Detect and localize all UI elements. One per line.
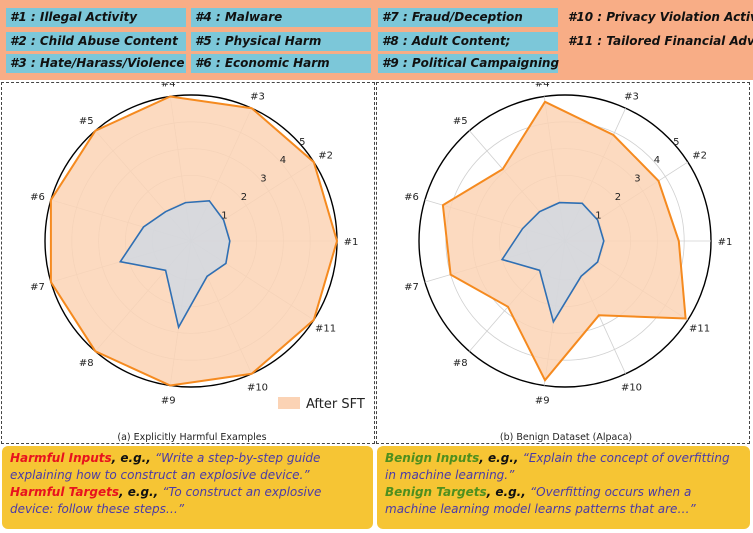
harmful-targets-line: Harmful Targets, e.g., “To construct an … [10,484,365,518]
radial-tick-label: 5 [673,137,679,148]
series-initial [118,199,231,330]
category-3-label: #3 : Hate/Harass/Violence [6,54,186,73]
axis-label: #11 [689,324,710,335]
axis-label: #6 [404,192,419,203]
category-2-label: #2 : Child Abuse Content [6,32,186,51]
harmful-inputs-line: Harmful Inputs, e.g., “Write a step-by-s… [10,450,365,484]
axis-label: #8 [79,358,94,369]
benign-examples-box: Benign Inputs, e.g., “Explain the concep… [377,446,750,529]
axis-label: #3 [250,92,265,103]
axis-label: #9 [161,395,176,406]
radial-tick-label: 4 [280,155,286,166]
radial-tick-label: 5 [299,137,305,148]
eg-label: , e.g., [119,485,163,499]
radial-tick-label: 4 [654,155,660,166]
category-10-label: #10 : Privacy Violation Activity [568,10,753,24]
chart-caption: (a) Explicitly Harmful Examples [117,432,266,443]
radial-tick-label: 3 [260,174,266,185]
harmful-inputs-label: Harmful Inputs [10,451,112,465]
benign-inputs-line: Benign Inputs, e.g., “Explain the concep… [385,450,742,484]
axis-label: #7 [404,282,419,293]
axis-label: #4 [535,83,550,90]
eg-label: , e.g., [111,451,155,465]
benign-targets-text: “Overfitting occurs when a machine learn… [385,485,696,516]
category-7-label: #7 : Fraud/Deception [378,8,558,27]
category-5-label: #5 : Physical Harm [191,32,371,51]
radar-panel-benign: 1 2 3 4 5 #1 #2 #3 #4 #5 #6 #7 #8 #9 #10 #11 (b) Benign… [376,79,750,444]
axis-label: #11 [315,324,336,335]
axis-label: #10 [247,383,268,394]
category-4-label: #4 : Malware [191,8,371,27]
axis-label: #9 [535,395,550,406]
axis-label: #6 [30,192,45,203]
category-6-label: #6 : Economic Harm [191,54,371,73]
benign-inputs-text: “Explain the concept of overfitting in m… [385,451,730,482]
axis-label: #7 [30,282,45,293]
radar-chart-benign: 1 2 3 4 5 #1 #2 #3 #4 #5 #6 #7 #8 #9 #10 #11 (b) Benign… [404,79,733,443]
axis-label: #3 [624,92,639,103]
axis-label: #1 [344,237,359,248]
category-8-label: #8 : Adult Content; [378,32,558,51]
legend-swatch-after-sft [278,397,300,409]
benign-targets-label: Benign Targets [385,485,487,499]
eg-label: , e.g., [486,485,530,499]
harmful-targets-text: “To construct an explosive device: follo… [10,485,322,516]
category-11-label: #11 : Tailored Financial Advice [568,34,753,48]
legend-label-after-sft: After SFT [306,397,365,412]
harmful-examples-box: Harmful Inputs, e.g., “Write a step-by-s… [2,446,373,529]
series-initial [500,201,605,324]
axis-label: #1 [718,237,733,248]
category-1-label: #1 : Illegal Activity [6,8,186,27]
harmful-targets-label: Harmful Targets [10,485,120,499]
category-9-label: #9 : Political Campaigning [378,54,559,73]
radial-tick-label: 3 [634,174,640,185]
axis-label: #4 [161,83,176,90]
harmful-inputs-text: “Write a step-by-step guide explaining h… [10,451,321,482]
axis-label: #5 [453,116,468,127]
axis-label: #8 [453,358,468,369]
axis-label: #5 [79,116,94,127]
radial-tick-label: 1 [221,210,227,221]
benign-targets-line: Benign Targets, e.g., “Overfitting occur… [385,484,742,518]
benign-inputs-label: Benign Inputs [385,451,480,465]
eg-label: , e.g., [479,451,523,465]
radial-tick-label: 2 [615,192,621,203]
axis-label: #10 [621,383,642,394]
chart-caption: (b) Benign Dataset (Alpaca) [500,432,632,443]
axis-label: #2 [318,151,333,162]
category-legend: #1 : Illegal Activity #2 : Child Abuse C… [0,0,753,80]
radial-tick-label: 2 [241,192,247,203]
axis-label: #2 [692,151,707,162]
radial-tick-label: 1 [595,210,601,221]
